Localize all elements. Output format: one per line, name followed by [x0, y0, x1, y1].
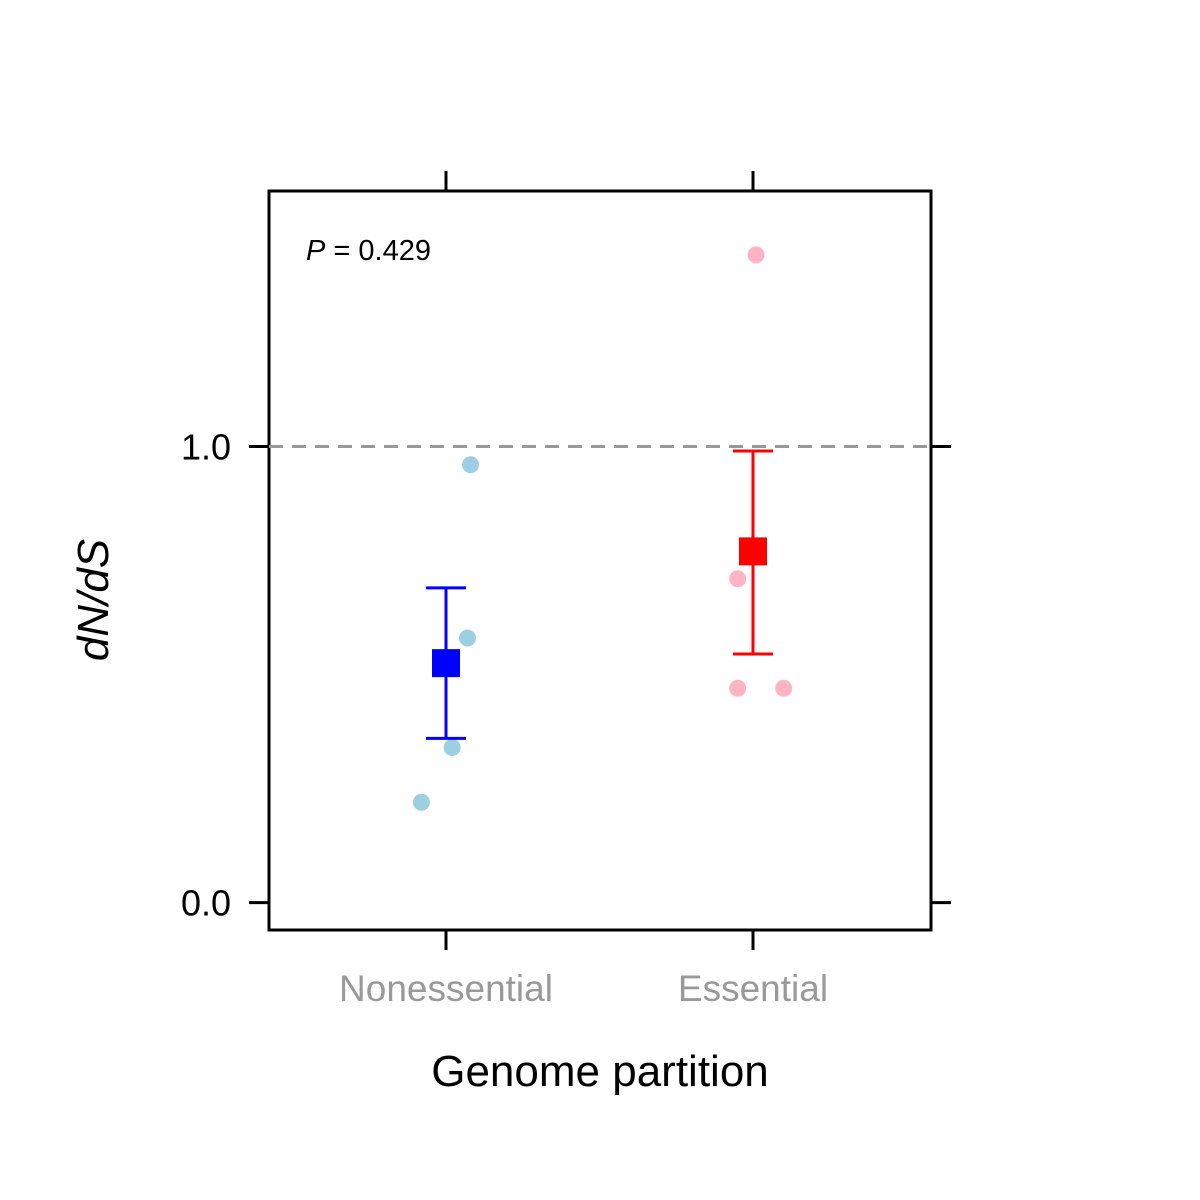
y-axis-title-n: N	[69, 605, 118, 637]
p-value-annotation: P = 0.429	[306, 235, 431, 267]
y-tick-label: 1.0	[181, 426, 231, 467]
y-tick-label: 0.0	[181, 883, 231, 924]
data-point	[443, 739, 461, 757]
data-point	[747, 246, 765, 264]
data-point	[775, 679, 793, 697]
p-symbol: P	[306, 235, 326, 267]
data-point	[729, 679, 747, 697]
x-axis-title: Genome partition	[431, 1047, 769, 1096]
data-point	[412, 793, 430, 811]
y-axis-title-d1: d	[69, 635, 118, 661]
mean-marker	[739, 537, 767, 566]
y-axis-title: dN/dS	[69, 539, 118, 661]
y-axis-title-slash: /	[69, 589, 118, 608]
summary-markers	[426, 449, 773, 740]
p-value-text: = 0.429	[325, 235, 431, 267]
x-category-label: Nonessential	[339, 968, 553, 1009]
y-axis-ticks: 0.0 1.0	[181, 426, 951, 924]
data-point	[462, 456, 480, 474]
plot-frame	[267, 189, 933, 932]
y-axis-title-d2: d	[69, 567, 118, 593]
data-point	[729, 570, 747, 588]
data-point	[458, 629, 476, 647]
x-category-label: Essential	[678, 968, 828, 1009]
mean-marker	[432, 649, 460, 678]
x-axis-ticks: Nonessential Essential	[339, 171, 828, 1009]
data-points	[412, 246, 793, 811]
y-axis-title-s: S	[69, 539, 118, 568]
